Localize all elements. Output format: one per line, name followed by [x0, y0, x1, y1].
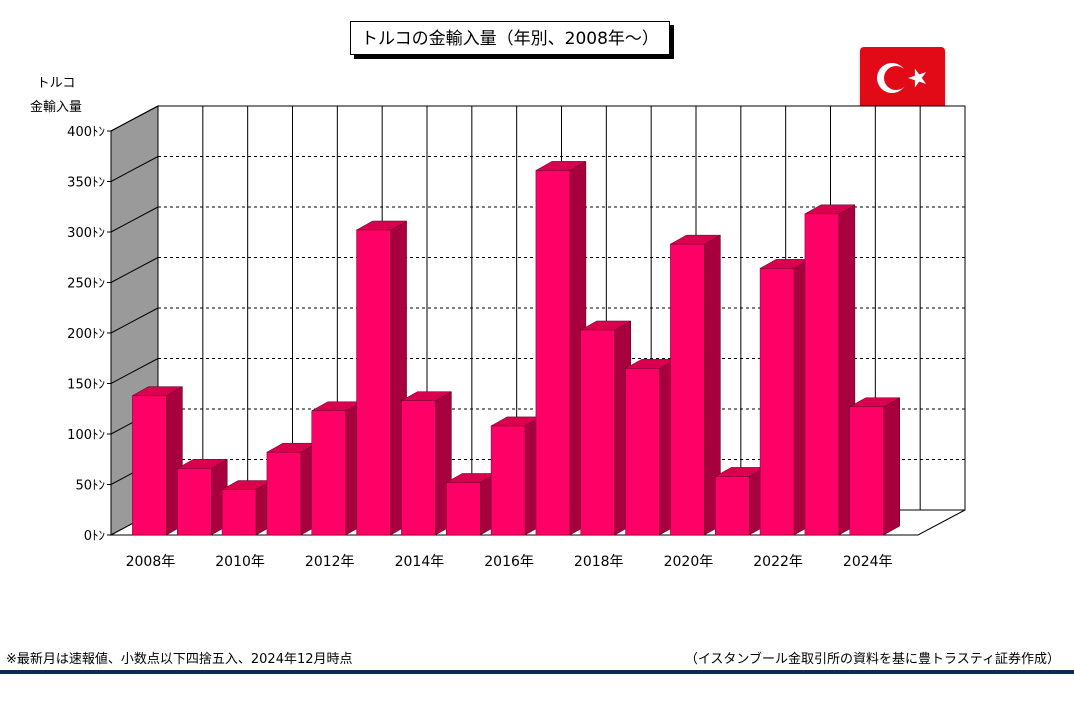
bar-front — [221, 489, 257, 536]
footnote: ※最新月は速報値、小数点以下四捨五入、2024年12月時点 — [6, 652, 353, 667]
y-tick-label: 200ﾄﾝ — [67, 327, 105, 342]
bar-2009 — [176, 458, 229, 536]
bar-front — [266, 451, 302, 536]
bar-front — [759, 268, 795, 536]
x-tick-label: 2018年 — [574, 554, 624, 570]
bar-2019 — [624, 358, 677, 536]
left-wall-gridline — [110, 105, 159, 132]
y-tick-label: 250ﾄﾝ — [67, 277, 105, 292]
bar-2017 — [534, 160, 587, 536]
x-tick-label: 2016年 — [484, 554, 534, 570]
y-axis-label-line2: 金輸入量 — [29, 100, 82, 115]
bar-front — [625, 368, 660, 536]
bar-front — [446, 482, 481, 536]
bar-2024 — [848, 397, 901, 536]
bar-2018 — [579, 320, 632, 536]
x-tick-label: 2014年 — [395, 554, 445, 570]
bar-front — [670, 243, 705, 536]
bar-2011 — [265, 442, 318, 536]
bar-2008 — [131, 386, 184, 536]
y-tick-label: 50ﾄﾝ — [75, 479, 105, 494]
y-axis-label: トルコ 金輸入量 — [18, 72, 94, 120]
bar-front — [132, 395, 167, 536]
bar-front — [356, 229, 391, 536]
y-tick-label: 400ﾄﾝ — [67, 125, 105, 140]
turkey-flag-icon — [860, 47, 945, 109]
bar-2012 — [310, 401, 363, 536]
bar-2013 — [355, 220, 408, 536]
x-tick-label: 2020年 — [664, 554, 714, 570]
bar-2015 — [445, 473, 498, 536]
x-tick-label: 2024年 — [843, 554, 893, 570]
bar-front — [401, 400, 436, 536]
left-wall-gridline — [110, 206, 159, 233]
bar-2022 — [759, 258, 812, 536]
bar-2023 — [803, 204, 856, 536]
bar-front — [177, 468, 212, 536]
bar-front — [311, 410, 346, 536]
y-tick-label: 0ﾄﾝ — [84, 529, 105, 544]
bar-2021 — [714, 466, 767, 536]
left-wall-gridline — [110, 358, 159, 384]
left-wall-gridline — [110, 307, 159, 334]
bar-2020 — [669, 234, 722, 536]
bar-front — [849, 406, 884, 536]
bar-2016 — [490, 416, 543, 536]
y-tick-label: 150ﾄﾝ — [67, 378, 105, 393]
bar-2010 — [221, 480, 274, 536]
bar-front — [490, 425, 526, 536]
bar-chart: 0ﾄﾝ 50ﾄﾝ 100ﾄﾝ 150ﾄﾝ 200ﾄﾝ 250ﾄﾝ 300ﾄﾝ 350ﾄﾝ 400… — [67, 105, 966, 570]
x-tick-label: 2022年 — [753, 554, 803, 570]
bar-front — [580, 329, 615, 536]
bar-2014 — [400, 391, 453, 536]
x-tick-label: 2012年 — [305, 554, 355, 570]
x-tick-label: 2010年 — [215, 554, 265, 570]
source-note: （イスタンブール金取引所の資料を基に豊トラスティ証券作成） — [684, 652, 1060, 667]
y-tick-label: 350ﾄﾝ — [67, 176, 105, 191]
left-wall-gridline — [110, 156, 159, 182]
bar-front — [535, 170, 571, 536]
y-tick-label: 100ﾄﾝ — [67, 428, 105, 443]
y-tick-label: 300ﾄﾝ — [67, 226, 105, 241]
x-tick-label: 2008年 — [126, 554, 176, 570]
bar-front — [804, 213, 840, 536]
chart-title: トルコの金輸入量（年別、2008年〜） — [350, 21, 670, 55]
bar-front — [715, 476, 750, 536]
bar-side — [883, 397, 900, 536]
bottom-rule — [0, 670, 1074, 674]
y-axis-label-line1: トルコ — [36, 76, 76, 91]
left-wall-gridline — [110, 257, 159, 283]
